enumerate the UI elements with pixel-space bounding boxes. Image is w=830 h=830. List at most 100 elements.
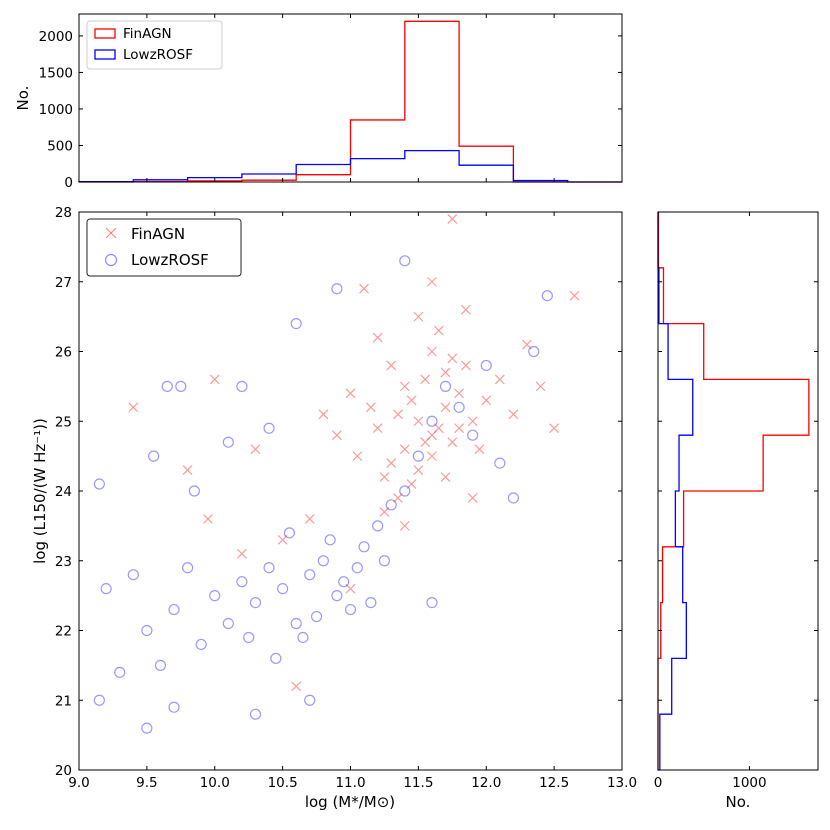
scatter-point-finagn xyxy=(433,423,444,434)
scatter-point-lowzrosf xyxy=(263,562,275,574)
scatter-point-finagn xyxy=(420,437,431,448)
scatter-point-lowzrosf xyxy=(100,583,112,595)
scatter-point-finagn xyxy=(535,381,546,392)
scatter-point-lowzrosf xyxy=(351,562,363,574)
scatter-point-lowzrosf xyxy=(399,255,411,267)
scatter-point-lowzrosf xyxy=(372,520,384,532)
scatter-point-lowzrosf xyxy=(317,555,329,567)
scatter-point-finagn xyxy=(413,311,424,322)
scatter-point-finagn xyxy=(399,444,410,455)
scatter-point-lowzrosf xyxy=(188,485,200,497)
top-ytick-label: 1000 xyxy=(39,102,73,118)
scatter-point-finagn xyxy=(128,402,139,413)
scatter-point-finagn xyxy=(460,360,471,371)
scatter-point-finagn xyxy=(454,388,465,399)
scatter-point-lowzrosf xyxy=(236,380,248,392)
scatter-point-lowzrosf xyxy=(222,436,234,448)
scatter-point-lowzrosf xyxy=(249,708,262,720)
scatter-legend: FinAGN LowzROSF xyxy=(86,218,242,277)
scatter-point-finagn xyxy=(460,304,471,315)
scatter-point-finagn xyxy=(379,507,390,517)
scatter-point-lowzrosf xyxy=(541,290,553,302)
scatter-point-finagn xyxy=(549,423,560,434)
scatter-point-lowzrosf xyxy=(141,722,153,734)
scatter-point-finagn xyxy=(399,381,410,392)
scatter-series-lowzrosf xyxy=(93,255,553,734)
scatter-point-lowzrosf xyxy=(331,590,343,602)
scatter-point-finagn xyxy=(494,374,505,385)
scatter-point-lowzrosf xyxy=(467,429,479,441)
top-histogram: 0 500 1000 1500 2000 No. FinAGN LowzROSF xyxy=(14,13,623,191)
scatter-point-lowzrosf xyxy=(263,422,275,434)
scatter-point-finagn xyxy=(427,276,437,287)
scatter-point-finagn xyxy=(182,465,193,475)
scatter-point-lowzrosf xyxy=(426,596,438,609)
scatter-xtick-label: 9.5 xyxy=(136,775,157,791)
top-legend-frame xyxy=(86,20,223,70)
scatter-point-finagn xyxy=(522,339,532,350)
right-hist-finagn-step xyxy=(657,211,810,770)
scatter-frame xyxy=(78,211,623,771)
scatter-point-lowzrosf xyxy=(494,457,506,469)
right-xtick-label: 1000 xyxy=(732,775,766,791)
scatter-legend-circle-marker xyxy=(104,253,118,267)
top-ytick-label: 2000 xyxy=(39,29,73,45)
scatter-point-finagn xyxy=(427,430,437,441)
right-histogram-xlabel: No. xyxy=(726,793,751,811)
scatter-point-finagn xyxy=(406,479,417,489)
scatter-point-finagn xyxy=(304,513,315,524)
scatter-point-finagn xyxy=(318,409,329,420)
scatter-point-lowzrosf xyxy=(127,569,139,581)
scatter-point-lowzrosf xyxy=(507,492,520,504)
right-hist-lowzrosf-step xyxy=(657,212,694,771)
scatter-point-lowzrosf xyxy=(304,569,316,581)
scatter-legend-x-marker xyxy=(105,227,117,239)
top-legend-finagn-swatch xyxy=(94,28,116,39)
scatter-point-lowzrosf xyxy=(168,701,180,713)
scatter-point-lowzrosf xyxy=(290,318,302,330)
scatter-xtick-label: 9.0 xyxy=(68,775,89,791)
top-histogram-ylabel: No. xyxy=(14,86,32,111)
scatter-point-lowzrosf xyxy=(283,527,296,539)
scatter-ytick-label: 25 xyxy=(55,414,72,430)
scatter-point-finagn xyxy=(440,472,451,482)
scatter-point-finagn xyxy=(250,444,261,455)
scatter-point-lowzrosf xyxy=(249,596,262,609)
top-ytick-label: 1500 xyxy=(39,65,73,81)
scatter-panel: 9.0 9.5 10.0 10.5 11.0 11.5 12.0 12.5 13.0 20 21 22… xyxy=(31,205,637,811)
scatter-point-lowzrosf xyxy=(480,359,492,372)
scatter-point-lowzrosf xyxy=(399,485,411,497)
scatter-point-lowzrosf xyxy=(93,478,105,490)
scatter-series-finagn xyxy=(128,214,580,692)
scatter-point-finagn xyxy=(406,395,417,406)
scatter-point-lowzrosf xyxy=(243,631,255,644)
scatter-point-lowzrosf xyxy=(385,499,397,511)
scatter-point-lowzrosf xyxy=(358,541,370,553)
scatter-point-lowzrosf xyxy=(426,415,438,427)
scatter-point-finagn xyxy=(413,416,424,427)
scatter-point-lowzrosf xyxy=(304,694,316,706)
scatter-point-finagn xyxy=(569,290,580,301)
scatter-legend-frame xyxy=(86,218,242,277)
scatter-point-lowzrosf xyxy=(141,624,153,637)
scatter-point-lowzrosf xyxy=(412,450,424,462)
top-legend-lowzrosf-label: LowzROSF xyxy=(123,47,193,63)
scatter-point-lowzrosf xyxy=(168,603,180,616)
scatter-point-lowzrosf xyxy=(175,380,187,392)
scatter-point-lowzrosf xyxy=(331,283,343,295)
right-histogram: 0 1000 No. xyxy=(654,211,819,811)
scatter-point-finagn xyxy=(433,325,444,336)
scatter-xtick-label: 12.5 xyxy=(539,775,569,791)
scatter-xtick-label: 10.0 xyxy=(200,775,230,791)
scatter-ytick-label: 24 xyxy=(55,484,72,500)
scatter-point-finagn xyxy=(379,472,390,482)
scatter-point-lowzrosf xyxy=(365,596,377,609)
scatter-ytick-label: 21 xyxy=(55,693,72,709)
scatter-point-finagn xyxy=(345,388,356,399)
scatter-point-finagn xyxy=(277,534,288,545)
scatter-point-lowzrosf xyxy=(290,617,302,630)
scatter-xtick-label: 11.5 xyxy=(403,775,433,791)
scatter-ytick-label: 23 xyxy=(55,554,72,570)
scatter-xlabel: log (M*/M⊙) xyxy=(305,793,395,811)
